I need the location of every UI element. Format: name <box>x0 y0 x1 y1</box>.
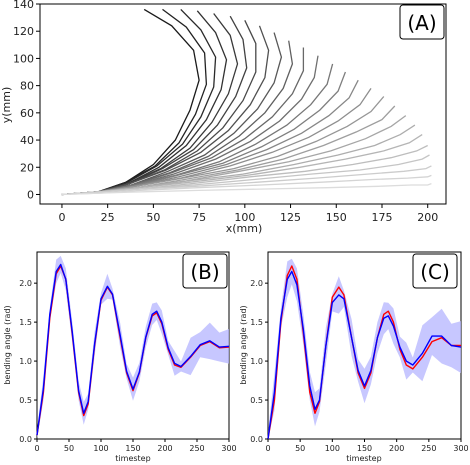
x-tick-label: 150 <box>326 211 347 224</box>
panel-a-label-box <box>399 4 445 40</box>
shape-line-26 <box>61 182 432 196</box>
y-tick-label: 0.5 <box>19 396 32 405</box>
x-tick-label: 200 <box>417 211 438 224</box>
y-tick-label: 1.5 <box>19 318 32 327</box>
x-tick-label: 0 <box>58 211 65 224</box>
x-tick-label: 250 <box>421 444 436 453</box>
panel-c-band <box>268 258 461 439</box>
panel-b-lines <box>36 263 230 436</box>
panel-a-frame <box>39 3 447 205</box>
panel-a-xlabel: x(mm) <box>226 222 263 235</box>
blue-series-line <box>267 270 462 440</box>
y-tick-label: 2.0 <box>250 279 263 288</box>
panel-c: 0 50 100 150 200 250 300 0.0 0.5 1.0 1.5 2.0 times… <box>239 251 469 463</box>
y-tick-label: 2.0 <box>19 279 32 288</box>
panel-b-xticks: 0 50 100 150 200 250 300 <box>34 439 237 453</box>
confidence-band <box>268 258 461 439</box>
panel-c-xlabel: timestep <box>346 454 381 463</box>
x-tick-label: 75 <box>192 211 206 224</box>
y-tick-label: 80 <box>20 80 34 93</box>
panel-c-lines <box>267 265 462 440</box>
panel-a-yticks: 0 20 40 60 80 100 120 140 <box>13 0 40 201</box>
y-tick-label: 0 <box>27 188 34 201</box>
y-tick-label: 1.0 <box>250 357 263 366</box>
panel-c-ylabel: bending angle (rad) <box>239 305 248 384</box>
y-tick-label: 40 <box>20 134 34 147</box>
y-tick-label: 1.0 <box>19 357 32 366</box>
shape-line-21 <box>61 134 423 196</box>
y-tick-label: 60 <box>20 107 34 120</box>
shape-line-9 <box>61 32 283 196</box>
shape-line-24 <box>61 165 432 196</box>
shape-line-17 <box>61 96 385 196</box>
x-tick-label: 25 <box>101 211 115 224</box>
shape-line-7 <box>61 20 257 196</box>
y-tick-label: 0.5 <box>250 396 263 405</box>
y-tick-label: 0.0 <box>19 435 32 444</box>
y-tick-label: 0.0 <box>250 435 263 444</box>
x-tick-label: 175 <box>371 211 392 224</box>
x-tick-label: 50 <box>146 211 160 224</box>
panel-b: 0 50 100 150 200 250 300 0.0 0.5 1.0 1.5 2.0 times… <box>3 251 237 463</box>
shape-line-8 <box>61 25 270 196</box>
panel-b-label-box <box>182 253 228 289</box>
y-tick-label: 120 <box>13 25 34 38</box>
y-tick-label: 140 <box>13 0 34 11</box>
y-tick-label: 1.5 <box>250 318 263 327</box>
panel-b-xlabel: timestep <box>115 454 150 463</box>
blue-series-line <box>36 263 230 436</box>
x-tick-label: 300 <box>221 444 236 453</box>
x-tick-label: 0 <box>34 444 39 453</box>
panel-a-ylabel: y(mm) <box>0 87 13 124</box>
y-tick-label: 100 <box>13 52 34 65</box>
x-tick-label: 100 <box>93 444 108 453</box>
panel-b-label: (B) <box>190 260 219 284</box>
panel-c-yticks: 0.0 0.5 1.0 1.5 2.0 <box>250 279 268 444</box>
x-tick-label: 100 <box>325 444 340 453</box>
x-tick-label: 200 <box>157 444 172 453</box>
x-tick-label: 50 <box>295 444 305 453</box>
panel-c-label-box <box>412 253 458 289</box>
shape-line-15 <box>61 79 359 196</box>
panel-a-label: (A) <box>407 11 436 35</box>
x-tick-label: 250 <box>189 444 204 453</box>
y-tick-label: 20 <box>20 161 34 174</box>
x-tick-label: 150 <box>357 444 372 453</box>
x-tick-label: 200 <box>389 444 404 453</box>
panel-a-xticks: 0 25 50 75 100 125 150 175 200 <box>58 204 438 224</box>
panel-c-xticks: 0 50 100 150 200 250 300 <box>265 439 469 453</box>
x-tick-label: 125 <box>280 211 301 224</box>
panel-a-lines <box>61 8 432 196</box>
panel-a: 0 25 50 75 100 125 150 175 200 0 20 40 60 80 100 120 14… <box>0 0 447 235</box>
panel-b-yticks: 0.0 0.5 1.0 1.5 2.0 <box>19 279 37 444</box>
x-tick-label: 150 <box>125 444 140 453</box>
x-tick-label: 50 <box>64 444 74 453</box>
x-tick-label: 300 <box>453 444 468 453</box>
panel-b-ylabel: bending angle (rad) <box>3 305 12 384</box>
shape-line-25 <box>61 174 432 196</box>
x-tick-label: 100 <box>234 211 255 224</box>
shape-line-3 <box>61 8 217 196</box>
x-tick-label: 0 <box>265 444 270 453</box>
panel-c-label: (C) <box>420 260 450 284</box>
